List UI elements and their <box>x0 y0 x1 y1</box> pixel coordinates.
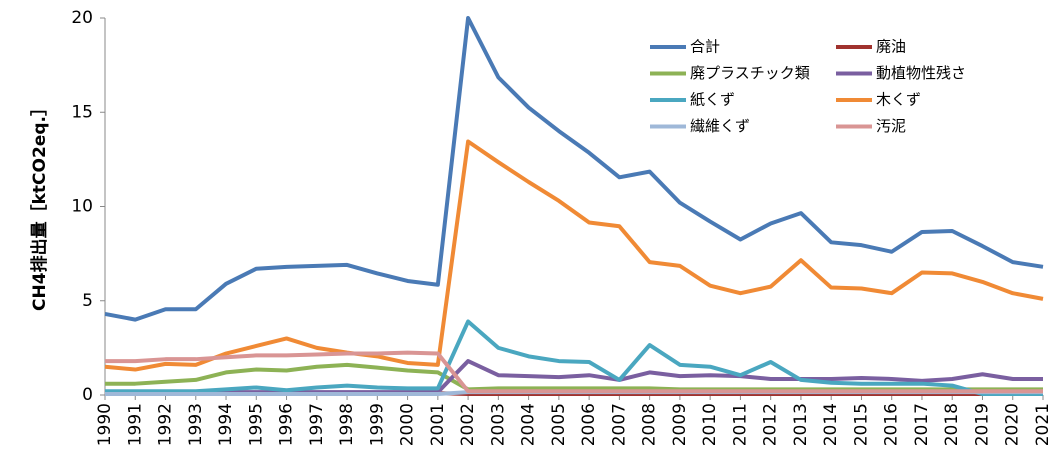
x-tick-label: 2001 <box>428 403 448 446</box>
x-tick-label: 2012 <box>761 403 781 446</box>
y-tick-label: 10 <box>71 197 93 217</box>
x-tick-label: 1998 <box>337 403 357 446</box>
x-tick-label: 2004 <box>519 403 539 446</box>
legend-label: 合計 <box>690 38 720 56</box>
x-tick-label: 2008 <box>640 403 660 446</box>
series-line <box>105 350 1043 394</box>
x-tick-label: 1994 <box>216 403 236 446</box>
legend-label: 汚泥 <box>876 117 906 135</box>
y-axis-label: CH4排出量［ktCO2eq.］ <box>29 99 50 311</box>
y-tick-label: 5 <box>82 291 93 311</box>
y-tick-label: 15 <box>71 102 93 122</box>
legend-label: 廃プラスチック類 <box>690 64 810 82</box>
x-tick-label: 2015 <box>851 403 871 446</box>
x-tick-label: 2017 <box>912 403 932 446</box>
x-tick-label: 2006 <box>579 403 599 446</box>
x-tick-label: 2010 <box>700 403 720 446</box>
y-tick-label: 0 <box>82 385 93 405</box>
x-tick-label: 2019 <box>972 403 992 446</box>
x-tick-label: 2007 <box>609 403 629 446</box>
x-tick-label: 2003 <box>488 403 508 446</box>
legend-label: 廃油 <box>876 38 906 56</box>
x-tick-label: 2005 <box>549 403 569 446</box>
x-tick-label: 1990 <box>95 403 115 446</box>
x-tick-label: 1995 <box>246 403 266 446</box>
legend-label: 繊維くず <box>690 117 750 135</box>
y-tick-label: 20 <box>71 8 93 28</box>
x-tick-label: 2020 <box>1003 403 1023 446</box>
x-tick-label: 2014 <box>821 403 841 446</box>
x-tick-label: 1991 <box>125 403 145 446</box>
x-tick-label: 2011 <box>730 403 750 446</box>
x-tick-label: 2002 <box>458 403 478 446</box>
x-tick-label: 1993 <box>186 403 206 446</box>
x-tick-label: 2009 <box>670 403 690 446</box>
legend-label: 紙くず <box>690 91 735 109</box>
legend-label: 動植物性残さ <box>876 64 966 82</box>
x-tick-label: 2000 <box>398 403 418 446</box>
x-tick-label: 1992 <box>156 403 176 446</box>
series-line <box>105 319 1043 397</box>
x-tick-label: 1996 <box>277 403 297 446</box>
series-line <box>104 139 1044 372</box>
x-tick-label: 1999 <box>367 403 387 446</box>
x-tick-label: 2016 <box>882 403 902 446</box>
series-line <box>104 16 1044 322</box>
x-tick-label: 2013 <box>791 403 811 446</box>
x-tick-label: 2021 <box>1033 403 1053 446</box>
legend-label: 木くず <box>876 91 921 109</box>
x-tick-label: 1997 <box>307 403 327 446</box>
x-tick-label: 2018 <box>942 403 962 446</box>
